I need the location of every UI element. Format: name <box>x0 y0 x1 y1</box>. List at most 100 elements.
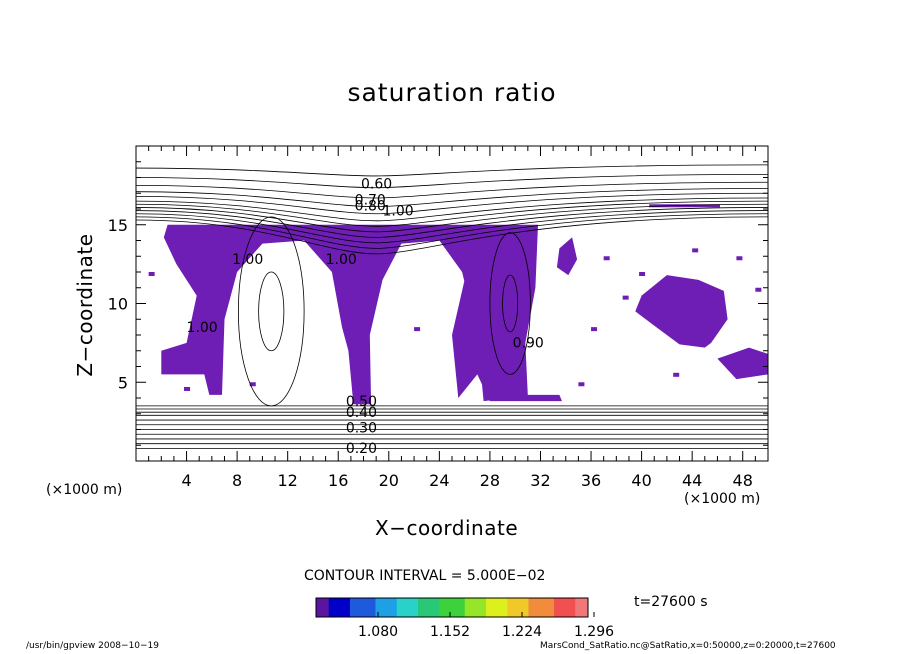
colorbar-swatch <box>396 598 402 617</box>
supersaturated-band <box>649 204 720 208</box>
colorbar-swatch <box>392 598 398 617</box>
colorbar-swatch <box>566 598 572 617</box>
colorbar-swatch <box>473 598 478 617</box>
colorbar-swatch <box>316 598 321 617</box>
x-unit-right: (×1000 m) <box>684 491 761 507</box>
colorbar-swatch <box>507 598 512 617</box>
supersaturated-speck <box>148 272 155 276</box>
colorbar-swatch <box>464 598 470 617</box>
contour-label: 1.00 <box>382 203 413 219</box>
colorbar-swatch <box>418 598 423 617</box>
supersaturated-speck <box>755 287 762 292</box>
contour-line <box>135 210 769 244</box>
colorbar-swatch <box>409 598 415 617</box>
colorbar-swatch <box>469 598 474 617</box>
colorbar-swatch <box>511 598 517 617</box>
colorbar-swatch <box>362 598 368 617</box>
colorbar-swatch <box>494 598 500 617</box>
colorbar-swatch <box>354 598 359 617</box>
colorbar-swatch <box>341 598 347 617</box>
contour-label: 0.60 <box>361 177 392 193</box>
contour-label: 0.20 <box>346 441 377 457</box>
x-axis-title: X−coordinate <box>375 516 519 540</box>
contour-line <box>135 213 769 249</box>
colorbar-swatch <box>562 598 568 617</box>
colorbar-swatch <box>554 598 559 617</box>
colorbar-swatch <box>541 598 546 617</box>
plot-area: 0.600.700.801.001.001.001.000.900.500.40… <box>108 145 769 490</box>
supersaturated-speck <box>184 386 191 391</box>
x-tick-label: 4 <box>181 471 191 490</box>
colorbar-swatch <box>384 598 389 617</box>
supersaturated-speck <box>622 295 629 300</box>
colorbar-swatch <box>430 598 436 617</box>
contour-label: 0.50 <box>346 394 377 410</box>
colorbar-swatch <box>571 598 576 617</box>
footer-right: MarsCond_SatRatio.nc@SatRatio,x=0:50000,… <box>540 641 836 651</box>
colorbar-swatch <box>413 598 419 617</box>
colorbar-swatch <box>345 598 351 617</box>
colorbar-swatch <box>456 598 461 617</box>
colorbar-swatch <box>537 598 542 617</box>
colorbar-swatch <box>388 598 393 617</box>
supersaturated-speck <box>603 256 610 261</box>
contour-line <box>135 164 769 177</box>
contour-label: 1.00 <box>232 252 263 268</box>
colorbar-tick-label: 1.080 <box>358 624 398 640</box>
y-axis-title: Z−coordinate <box>73 233 97 377</box>
colorbar: 1.080 1.152 1.224 1.296 <box>315 597 614 640</box>
contour-line <box>135 216 769 255</box>
colorbar-tick-label: 1.152 <box>430 624 470 640</box>
supersaturated-speck <box>591 327 598 332</box>
chart-title: saturation ratio <box>347 78 557 107</box>
colorbar-swatch <box>422 598 427 617</box>
footer-left: /usr/bin/gpview 2008−10−19 <box>26 641 160 651</box>
supersaturated-region <box>161 224 563 405</box>
contour-label: 0.70 <box>355 192 386 208</box>
x-tick-label: 16 <box>328 471 348 490</box>
colorbar-swatch <box>443 598 449 617</box>
colorbar-swatch <box>333 598 338 617</box>
colorbar-swatch <box>583 598 589 617</box>
y-tick-label: 10 <box>108 295 128 314</box>
x-tick-label: 12 <box>278 471 298 490</box>
supersaturated-cluster <box>556 237 578 276</box>
colorbar-swatch <box>447 598 453 617</box>
colorbar-swatch <box>477 598 483 617</box>
contour-loop <box>489 232 531 375</box>
time-label: t=27600 s <box>634 594 708 610</box>
x-unit-left: (×1000 m) <box>46 482 123 498</box>
colorbar-frame <box>315 597 589 618</box>
x-tick-label: 40 <box>631 471 651 490</box>
contour-label: 1.00 <box>326 252 357 268</box>
contour-line <box>135 181 769 199</box>
colorbar-swatch <box>435 598 440 617</box>
colorbar-swatch <box>379 598 385 617</box>
x-tick-label: 48 <box>733 471 753 490</box>
colorbar-swatch <box>579 598 585 617</box>
x-tick-label: 44 <box>682 471 702 490</box>
contour-line <box>135 203 769 233</box>
contour-line <box>135 173 769 189</box>
x-tick-label: 28 <box>480 471 500 490</box>
y-tick-label: 15 <box>108 216 128 235</box>
colorbar-swatch <box>524 598 529 617</box>
colorbar-swatch <box>337 598 342 617</box>
colorbar-tick-label: 1.296 <box>574 624 614 640</box>
colorbar-swatch <box>375 598 381 617</box>
contour-loop <box>502 274 519 333</box>
contour-label: 0.80 <box>355 199 386 215</box>
x-tick-label: 8 <box>232 471 242 490</box>
colorbar-swatch <box>503 598 508 617</box>
contour-line <box>135 192 769 215</box>
colorbar-swatch <box>405 598 410 617</box>
colorbar-swatch <box>324 598 330 617</box>
colorbar-swatch <box>545 598 551 617</box>
colorbar-swatch <box>490 598 495 617</box>
colorbar-swatch <box>320 598 325 617</box>
colorbar-swatch <box>460 598 466 617</box>
supersaturated-cluster <box>635 275 728 348</box>
x-tick-label: 32 <box>530 471 550 490</box>
contour-loop <box>237 216 305 407</box>
